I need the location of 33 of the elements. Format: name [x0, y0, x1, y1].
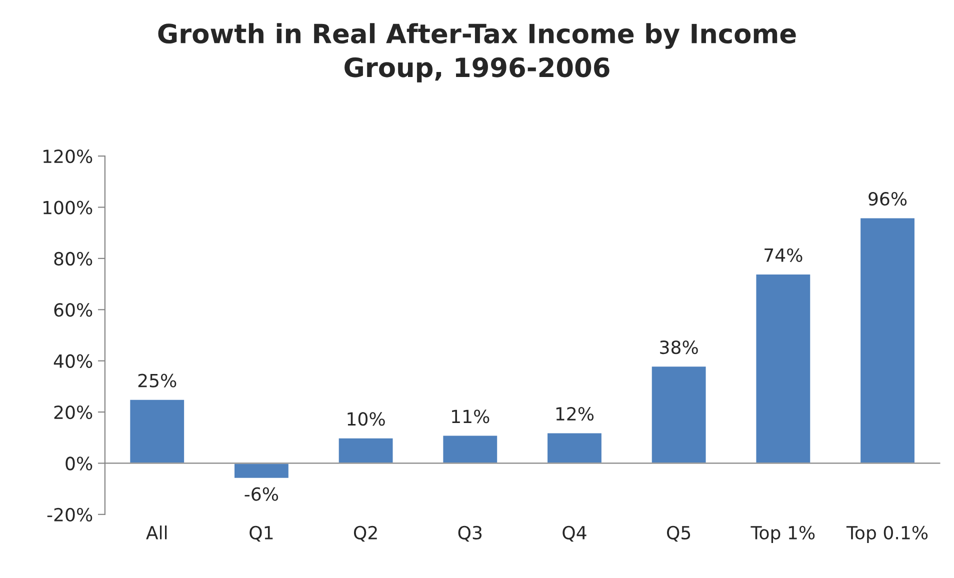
- data-label: 10%: [348, 412, 385, 426]
- chart-title: Growth in Real After-Tax Income by Income Group, 1996-2006: [158, 23, 796, 82]
- y-tick-label: 120%: [44, 150, 92, 164]
- x-tick-label: Q1: [250, 526, 273, 542]
- y-tick-label: 0%: [66, 456, 92, 470]
- bar: [442, 434, 498, 464]
- x-tick-label: Q5: [666, 526, 690, 542]
- bar: [337, 436, 394, 464]
- y-tick-label: 60%: [54, 303, 92, 317]
- data-label: 25%: [138, 374, 176, 388]
- y-tick-label: -20%: [47, 508, 92, 522]
- x-tick-label: Q3: [458, 526, 482, 542]
- x-tick-label: All: [146, 526, 167, 540]
- y-tick-label: 80%: [54, 252, 92, 266]
- bar: [233, 462, 290, 480]
- x-tick-label: Top 1%: [750, 526, 815, 544]
- x-tick-label: Q4: [562, 526, 586, 542]
- y-tick-label: 20%: [54, 405, 92, 420]
- bar: [650, 365, 708, 464]
- y-tick-label: 40%: [54, 354, 92, 368]
- data-label: 11%: [452, 410, 490, 424]
- bar: [859, 216, 916, 464]
- bar: [546, 432, 603, 464]
- bar: [754, 273, 812, 464]
- data-label: -6%: [244, 487, 278, 501]
- data-label: 74%: [764, 248, 802, 262]
- data-label: 38%: [660, 340, 698, 354]
- data-label: 96%: [868, 192, 907, 206]
- data-label: 12%: [556, 407, 594, 421]
- y-tick-label: 100%: [44, 200, 92, 214]
- bar: [128, 398, 186, 464]
- x-tick-label: Q2: [354, 526, 377, 542]
- x-tick-label: Top 0.1%: [846, 526, 928, 544]
